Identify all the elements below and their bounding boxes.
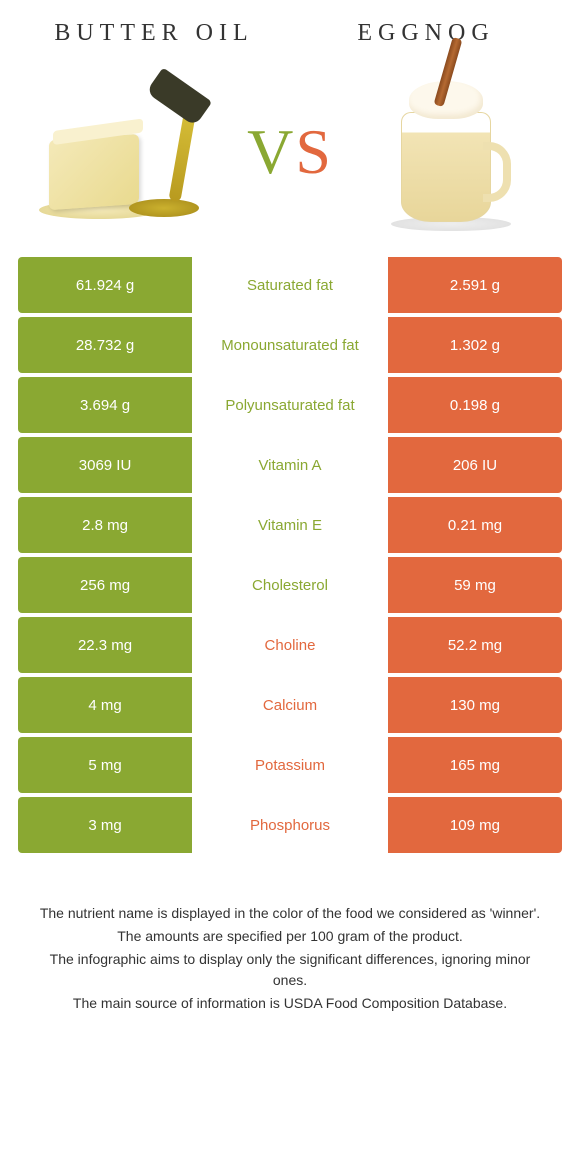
butter-oil-illustration (39, 77, 219, 227)
nutrient-name-cell: Calcium (192, 677, 388, 733)
table-row: 3069 IUVitamin A206 IU (18, 437, 562, 493)
right-value-cell: 0.21 mg (388, 497, 562, 553)
footer-line-4: The main source of information is USDA F… (38, 993, 542, 1014)
nutrient-name-cell: Vitamin E (192, 497, 388, 553)
left-value-cell: 3069 IU (18, 437, 192, 493)
table-row: 3 mgPhosphorus109 mg (18, 797, 562, 853)
left-value-cell: 3 mg (18, 797, 192, 853)
table-row: 28.732 gMonounsaturated fat1.302 g (18, 317, 562, 373)
right-value-cell: 59 mg (388, 557, 562, 613)
nutrient-name-cell: Cholesterol (192, 557, 388, 613)
nutrient-name-cell: Phosphorus (192, 797, 388, 853)
right-value-cell: 1.302 g (388, 317, 562, 373)
right-value-cell: 52.2 mg (388, 617, 562, 673)
left-food-image (18, 57, 240, 247)
right-value-cell: 109 mg (388, 797, 562, 853)
nutrient-name-cell: Polyunsaturated fat (192, 377, 388, 433)
left-value-cell: 61.924 g (18, 257, 192, 313)
footer-notes: The nutrient name is displayed in the co… (18, 903, 562, 1014)
infographic-container: BUTTER OIL EGGNOG VS (0, 20, 580, 1014)
nutrient-name-cell: Choline (192, 617, 388, 673)
left-value-cell: 5 mg (18, 737, 192, 793)
right-value-cell: 130 mg (388, 677, 562, 733)
vs-v-letter: V (247, 116, 295, 187)
table-row: 61.924 gSaturated fat2.591 g (18, 257, 562, 313)
header-row: BUTTER OIL EGGNOG (18, 20, 562, 47)
vs-label: VS (240, 115, 340, 189)
right-value-cell: 2.591 g (388, 257, 562, 313)
table-row: 3.694 gPolyunsaturated fat0.198 g (18, 377, 562, 433)
table-row: 5 mgPotassium165 mg (18, 737, 562, 793)
nutrient-name-cell: Vitamin A (192, 437, 388, 493)
header-right-title: EGGNOG (290, 20, 562, 47)
header-left-title: BUTTER OIL (18, 20, 290, 47)
footer-line-3: The infographic aims to display only the… (38, 949, 542, 991)
eggnog-illustration (371, 67, 531, 237)
left-value-cell: 256 mg (18, 557, 192, 613)
nutrient-name-cell: Saturated fat (192, 257, 388, 313)
nutrient-name-cell: Monounsaturated fat (192, 317, 388, 373)
left-value-cell: 3.694 g (18, 377, 192, 433)
left-value-cell: 2.8 mg (18, 497, 192, 553)
table-row: 256 mgCholesterol59 mg (18, 557, 562, 613)
left-value-cell: 4 mg (18, 677, 192, 733)
table-row: 22.3 mgCholine52.2 mg (18, 617, 562, 673)
right-value-cell: 0.198 g (388, 377, 562, 433)
left-value-cell: 22.3 mg (18, 617, 192, 673)
table-row: 4 mgCalcium130 mg (18, 677, 562, 733)
table-row: 2.8 mgVitamin E0.21 mg (18, 497, 562, 553)
image-row: VS (18, 57, 562, 247)
vs-s-letter: S (295, 116, 333, 187)
comparison-table: 61.924 gSaturated fat2.591 g28.732 gMono… (18, 257, 562, 853)
right-food-image (340, 57, 562, 247)
right-value-cell: 165 mg (388, 737, 562, 793)
footer-line-1: The nutrient name is displayed in the co… (38, 903, 542, 924)
left-value-cell: 28.732 g (18, 317, 192, 373)
right-value-cell: 206 IU (388, 437, 562, 493)
footer-line-2: The amounts are specified per 100 gram o… (38, 926, 542, 947)
nutrient-name-cell: Potassium (192, 737, 388, 793)
